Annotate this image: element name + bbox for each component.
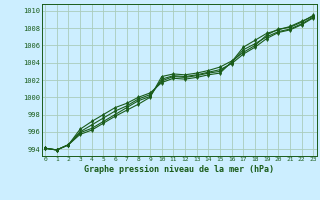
X-axis label: Graphe pression niveau de la mer (hPa): Graphe pression niveau de la mer (hPa) bbox=[84, 165, 274, 174]
